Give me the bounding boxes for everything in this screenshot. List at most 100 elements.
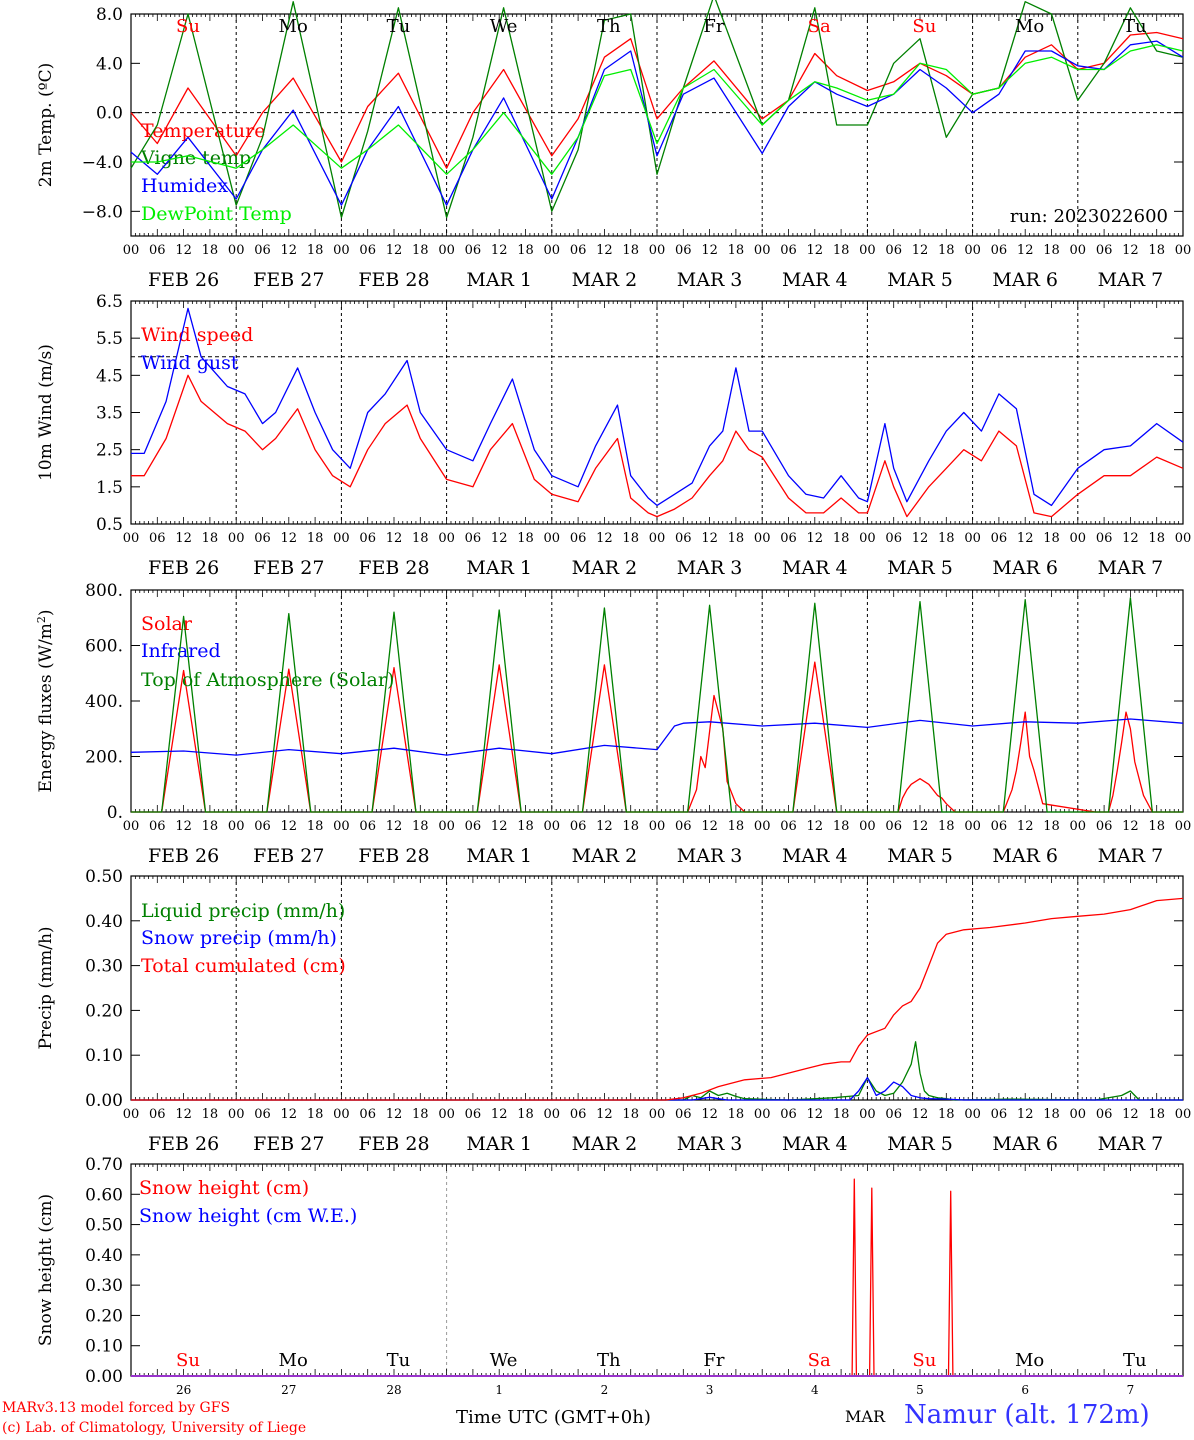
hour-tick-label: 18 — [307, 531, 324, 546]
y-tick-label: 0. — [107, 803, 123, 823]
hour-tick-label: 06 — [675, 1107, 692, 1122]
date-label: MAR 3 — [677, 269, 743, 291]
hour-tick-label: 18 — [728, 531, 745, 546]
date-label: MAR 2 — [572, 557, 638, 579]
y-tick-label: 0.30 — [85, 957, 123, 977]
weekday-label: Su — [912, 1350, 936, 1371]
hour-tick-label: 06 — [149, 531, 166, 546]
hour-tick-label: 12 — [386, 819, 403, 834]
day-number-label: 4 — [811, 1383, 819, 1397]
hour-tick-label: 00 — [544, 1107, 561, 1122]
hour-tick-label: 18 — [1043, 531, 1060, 546]
hour-tick-label: 18 — [307, 243, 324, 258]
date-label: FEB 28 — [358, 557, 429, 579]
hour-tick-label: 00 — [649, 1107, 666, 1122]
weekday-label: Th — [597, 1350, 621, 1371]
y-tick-label: 0.10 — [85, 1337, 123, 1357]
y-tick-label: 1.5 — [96, 478, 123, 498]
hour-tick-label: 06 — [465, 1107, 482, 1122]
y-tick-label: 0.60 — [85, 1185, 123, 1205]
run-label: run: 2023022600 — [1010, 206, 1168, 227]
hour-tick-label: 00 — [754, 531, 771, 546]
hour-tick-label: 00 — [1175, 819, 1192, 834]
y-axis-label: Precip (mm/h) — [36, 926, 56, 1049]
y-tick-label: 800. — [85, 581, 123, 601]
date-label: MAR 7 — [1098, 269, 1164, 291]
hour-tick-label: 18 — [517, 243, 534, 258]
series-line-wind-gust — [131, 307, 1184, 507]
date-label: MAR 7 — [1098, 1133, 1164, 1155]
hour-tick-label: 12 — [1017, 243, 1034, 258]
hour-tick-label: 06 — [780, 243, 797, 258]
hour-tick-label: 00 — [333, 819, 350, 834]
hour-tick-label: 12 — [807, 819, 824, 834]
hour-tick-label: 00 — [754, 243, 771, 258]
y-tick-label: 8.0 — [96, 5, 123, 25]
date-label: MAR 5 — [887, 845, 953, 867]
hour-tick-label: 00 — [228, 819, 245, 834]
weekday-label: Tu — [387, 1350, 411, 1371]
hour-tick-label: 06 — [885, 819, 902, 834]
weekday-label: We — [490, 1350, 518, 1371]
hour-tick-label: 06 — [991, 531, 1008, 546]
hour-tick-label: 06 — [465, 531, 482, 546]
hour-tick-label: 06 — [1096, 819, 1113, 834]
hour-tick-label: 00 — [228, 243, 245, 258]
series-line-snow-precip-mm-h- — [131, 1076, 1183, 1101]
hour-tick-label: 00 — [544, 819, 561, 834]
hour-tick-label: 00 — [438, 531, 455, 546]
hour-tick-label: 12 — [807, 531, 824, 546]
legend-entry: Snow height (cm W.E.) — [139, 1205, 357, 1227]
hour-tick-label: 18 — [1148, 819, 1165, 834]
hour-tick-label: 00 — [964, 1107, 981, 1122]
hour-tick-label: 18 — [833, 243, 850, 258]
hour-tick-label: 06 — [1096, 243, 1113, 258]
hour-tick-label: 06 — [570, 1107, 587, 1122]
hour-tick-label: 12 — [596, 819, 613, 834]
hour-tick-label: 12 — [386, 1107, 403, 1122]
y-tick-label: 3.5 — [96, 404, 123, 424]
y-tick-label: 0.40 — [85, 912, 123, 932]
weekday-label: We — [490, 16, 518, 37]
y-tick-label: −4.0 — [82, 153, 123, 173]
hour-tick-label: 00 — [333, 531, 350, 546]
hour-tick-label: 18 — [517, 531, 534, 546]
day-number-label: 1 — [495, 1383, 503, 1397]
hour-tick-label: 12 — [1122, 819, 1139, 834]
legend-entry: Infrared — [141, 640, 221, 662]
hour-tick-label: 06 — [885, 1107, 902, 1122]
hour-tick-label: 00 — [859, 531, 876, 546]
y-axis-label: 2m Temp. (ºC) — [36, 63, 56, 188]
hour-tick-label: 18 — [833, 1107, 850, 1122]
hour-tick-label: 00 — [333, 1107, 350, 1122]
hour-tick-label: 18 — [622, 243, 639, 258]
y-tick-label: 0.5 — [96, 515, 123, 535]
chart-panel-3: 800. 600. 400. 200. 0. Energy fluxes (W/m2) So… — [35, 581, 1192, 867]
chart-panel-2: 6.5 5.5 4.5 3.5 2.5 1.5 0.5 10m Wind (m/s) Wind … — [36, 292, 1191, 579]
hour-tick-label: 06 — [359, 531, 376, 546]
series-line-dewpoint-temp — [131, 44, 1184, 175]
chart-panel-5: 0.70 0.60 0.50 0.40 0.30 0.20 0.10 0.00 Snow hei… — [36, 1155, 1184, 1397]
hour-tick-label: 00 — [859, 819, 876, 834]
hour-tick-label: 18 — [412, 819, 429, 834]
date-label: MAR 4 — [782, 557, 848, 579]
y-tick-label: 5.5 — [96, 329, 123, 349]
hour-tick-label: 12 — [281, 819, 298, 834]
y-tick-label: 6.5 — [96, 292, 123, 312]
station-name: Namur (alt. 172m) — [904, 1400, 1150, 1430]
hour-tick-label: 12 — [491, 819, 508, 834]
hour-tick-label: 18 — [1043, 243, 1060, 258]
hour-tick-label: 12 — [1122, 1107, 1139, 1122]
hour-tick-label: 06 — [991, 819, 1008, 834]
date-label: FEB 27 — [253, 269, 324, 291]
date-label: MAR 4 — [782, 1133, 848, 1155]
bottom-month: MAR — [845, 1407, 885, 1426]
hour-tick-label: 18 — [622, 819, 639, 834]
hour-tick-label: 18 — [202, 819, 219, 834]
date-label: FEB 27 — [253, 1133, 324, 1155]
hour-tick-label: 06 — [254, 1107, 271, 1122]
date-label: FEB 28 — [358, 845, 429, 867]
y-tick-label: 0.00 — [85, 1091, 123, 1111]
series-line-vigne-temp — [130, 0, 1184, 219]
date-label: MAR 4 — [782, 845, 848, 867]
